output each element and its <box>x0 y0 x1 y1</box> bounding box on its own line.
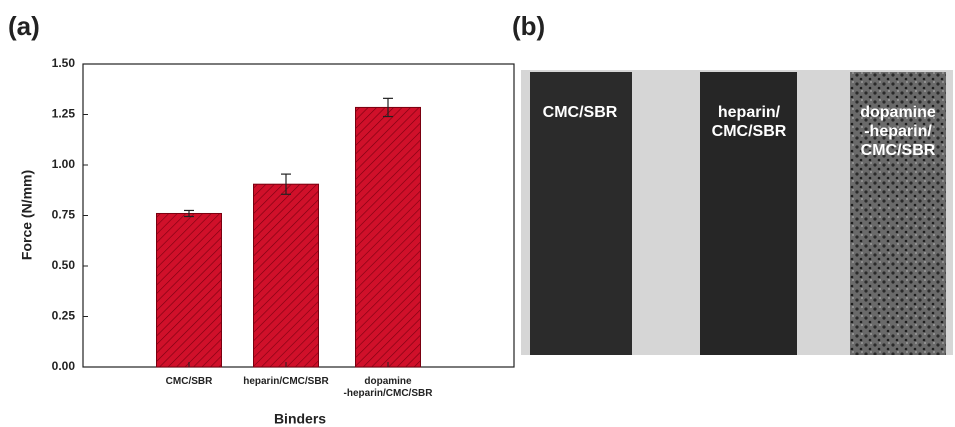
y-tick-label: 0.00 <box>52 359 76 373</box>
photo-label: dopamine -heparin/ CMC/SBR <box>860 103 936 160</box>
y-tick-label: 1.50 <box>52 56 76 70</box>
y-axis-label: Force (N/mm) <box>19 170 35 260</box>
x-tick-label: heparin/CMC/SBR <box>243 376 329 388</box>
y-tick-label: 0.25 <box>52 309 76 323</box>
figure: (a) (b) Binders Force (N/mm) 0.00 0.25 0.5… <box>0 0 955 427</box>
x-tick-label: CMC/SBR <box>166 376 213 388</box>
y-tick-label: 1.25 <box>52 107 76 121</box>
chart: (a) (b) Binders Force (N/mm) 0.00 0.25 0.5… <box>0 0 955 427</box>
x-axis-label: Binders <box>274 411 326 427</box>
y-tick-label: 1.00 <box>52 157 76 171</box>
y-tick-label: 0.75 <box>52 208 76 222</box>
bar <box>254 184 319 367</box>
x-tick-label: dopamine -heparin/CMC/SBR <box>344 376 433 400</box>
y-tick-label: 0.50 <box>52 258 76 272</box>
panel-label: (b) <box>512 11 545 41</box>
bar <box>356 107 421 367</box>
panel-label: (a) <box>8 11 40 41</box>
photo-label: heparin/ CMC/SBR <box>712 103 787 141</box>
bar <box>157 213 222 367</box>
photo-label: CMC/SBR <box>543 103 618 122</box>
